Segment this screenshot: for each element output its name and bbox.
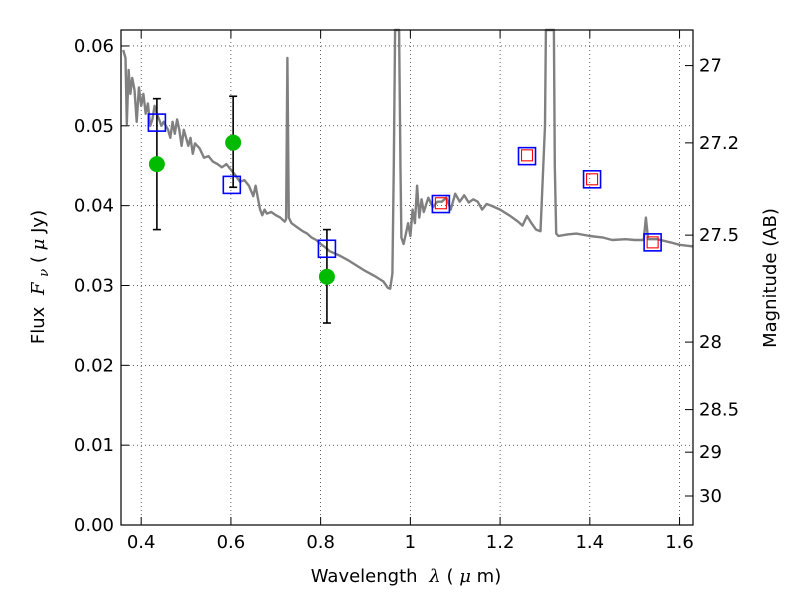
observed-point [318,268,335,285]
x-axis-label-text: Wavelength [311,566,418,587]
y-axis-label-sub: ν [37,269,52,277]
y-axis-label-symbol: F [28,281,49,296]
sed-model-series [122,28,694,290]
observed-point [148,156,165,173]
model-photometry-square [431,194,451,214]
y-tick-label: 0.04 [74,196,114,217]
y-tick-label: 0.05 [74,116,114,137]
y2-tick-label: 28 [699,332,722,353]
y-axis-label: Flux F ν ( μ Jy) [28,210,53,344]
y2-tick-label: 27 [699,56,722,77]
y-ticks: 0.00 0.01 0.02 0.03 0.04 0.05 0.06 [74,36,129,536]
x-axis-label-unit-open: ( [446,566,453,587]
red-square-marker [520,149,534,162]
y-axis-label-unit-open: ( [28,256,49,263]
y-axis-label-unit-mu: μ [28,239,49,251]
observed-point [225,134,242,151]
model-photometry-square [317,239,337,259]
y-tick-label: 0.01 [74,435,114,456]
y2-axis-label: Magnitude (AB) [760,208,781,348]
x-tick-label: 0.6 [217,532,246,553]
y2-tick-label: 28.5 [699,400,739,421]
y2-ticks: 27 27.2 27.5 28 28.5 29 30 [685,56,739,507]
y-tick-label: 0.00 [74,515,114,536]
y-tick-label: 0.03 [74,275,114,296]
x-axis-label-symbol: λ [428,566,440,587]
x-tick-label: 1.6 [665,532,694,553]
model-photometry-square [147,113,167,132]
x-axis-label-unit-mu: μ [459,566,471,587]
y2-tick-label: 30 [699,486,722,507]
model-photometry-square [643,233,662,252]
y2-tick-label: 29 [699,442,722,463]
y2-tick-label: 27.2 [699,133,739,154]
sed-model-line [122,28,694,290]
grid [121,30,693,526]
model-photometry-square [222,175,242,195]
y2-tick-label: 27.5 [699,225,739,246]
x-axis-label: Wavelength λ ( μ m) [311,566,501,587]
y-axis-label-text: Flux [28,306,49,344]
red-square-marker [646,236,659,249]
model-photometry-square [517,146,537,166]
x-tick-label: 1.4 [575,532,604,553]
plot-frame [120,29,694,526]
y-axis-label-unit-rest: Jy) [28,210,49,234]
x-tick-label: 1.2 [486,532,515,553]
model-photometry-square [582,169,602,189]
x-axis-label-unit-rest: m) [477,566,502,587]
red-squares-series [434,149,659,249]
observed-points-series [148,95,335,324]
red-square-marker [586,173,599,186]
y-tick-label: 0.02 [74,355,114,376]
x-tick-label: 1 [405,532,416,553]
blue-squares-series [147,113,662,259]
y-tick-label: 0.06 [74,36,114,57]
x-tick-label: 0.8 [306,532,335,553]
red-square-marker [434,197,447,210]
x-tick-label: 0.4 [127,532,156,553]
x-ticks: 0.4 0.6 0.8 1 1.2 1.4 1.6 [127,30,694,553]
